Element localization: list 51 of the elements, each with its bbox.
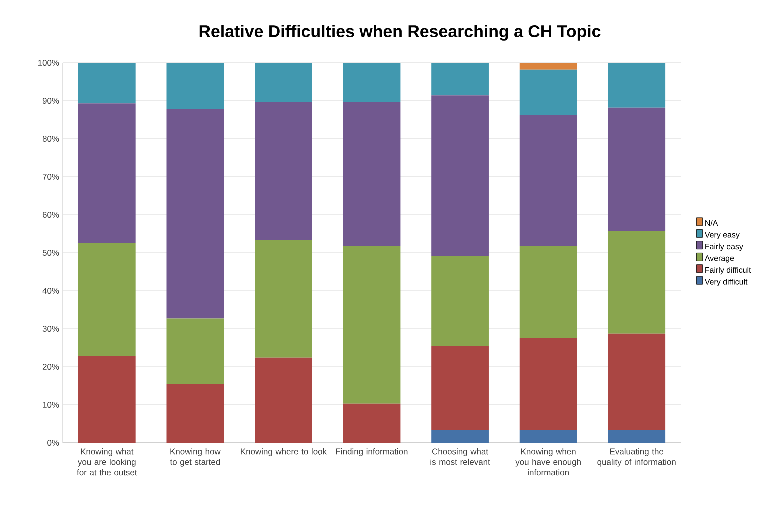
bar — [166, 62, 224, 109]
y-tick-label: 20% — [42, 364, 60, 370]
bar — [166, 108, 224, 319]
bar — [343, 62, 401, 102]
y-tick-label: 50% — [42, 250, 60, 256]
y-tick-label: 0% — [48, 440, 60, 446]
x-tick-label: Knowing when you have enough information — [516, 448, 581, 476]
bar — [343, 404, 401, 443]
x-tick-label: Finding information — [336, 448, 408, 456]
bar — [166, 384, 224, 443]
bar — [432, 256, 489, 346]
bar — [608, 62, 666, 108]
bar — [608, 334, 666, 430]
bar — [255, 240, 312, 358]
x-tick-label: Choosing what is most relevant — [430, 448, 490, 466]
bar — [520, 70, 578, 116]
bar — [520, 246, 578, 338]
y-tick-label: 100% — [38, 60, 60, 66]
bar — [78, 104, 136, 244]
x-tick-label: Evaluating the quality of information — [598, 448, 676, 467]
bar — [255, 102, 312, 240]
x-tick-label: Knowing how to get started — [170, 448, 221, 467]
bar — [520, 430, 578, 443]
bar — [432, 62, 489, 96]
y-tick-label: 90% — [42, 98, 60, 104]
bar — [255, 62, 312, 102]
bar — [166, 318, 224, 384]
y-tick-label: 10% — [43, 402, 60, 408]
bar — [255, 358, 312, 443]
bar — [608, 108, 666, 231]
y-tick-label: 30% — [42, 326, 60, 332]
y-tick-label: 60% — [42, 212, 60, 218]
y-tick-label: 80% — [42, 136, 60, 142]
bar — [520, 62, 578, 70]
bar — [520, 338, 578, 430]
y-tick-label: 70% — [42, 174, 60, 180]
chart-title: Relative Difficulties when Researching a CH Topic — [200, 25, 601, 41]
bar — [432, 96, 489, 256]
bar — [343, 246, 401, 404]
x-tick-label: Knowing where to look — [241, 448, 328, 456]
bar — [608, 230, 666, 334]
bar — [520, 115, 578, 247]
bar — [432, 346, 489, 430]
y-tick-label: 40% — [42, 288, 60, 294]
bar — [432, 430, 489, 443]
bar — [78, 243, 136, 356]
bar — [343, 102, 401, 247]
bar — [608, 430, 666, 443]
x-tick-label: Knowing what you are looking for at the outset — [77, 448, 138, 476]
bar — [78, 356, 136, 443]
bar — [78, 62, 136, 104]
